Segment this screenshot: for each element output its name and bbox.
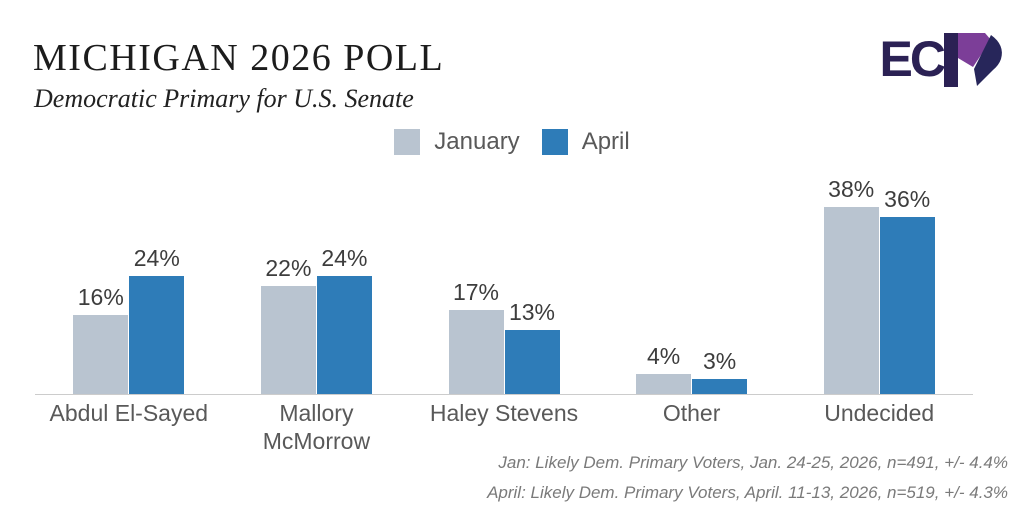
bar-april-undecided bbox=[879, 217, 935, 394]
category-label-haley-stevens: Haley Stevens bbox=[429, 400, 579, 426]
value-label-april-abdul-el-sayed: 24% bbox=[133, 245, 180, 271]
legend-label-january: January bbox=[434, 128, 520, 155]
bar-april-mallory-mcmorrow bbox=[316, 276, 372, 394]
ecp-logo: EC bbox=[880, 32, 1006, 88]
bar-january-other bbox=[636, 374, 692, 394]
footnote-april: April: Likely Dem. Primary Voters, April… bbox=[487, 483, 1008, 502]
x-axis-line bbox=[35, 394, 973, 395]
value-label-january-abdul-el-sayed: 16% bbox=[77, 284, 124, 310]
value-label-april-haley-stevens: 13% bbox=[508, 299, 556, 325]
category-label-mallory-mcmorrow: Mallory McMorrow bbox=[262, 400, 371, 454]
logo-ec-text: EC bbox=[879, 31, 946, 87]
category-label-abdul-el-sayed: Abdul El-Sayed bbox=[49, 400, 209, 426]
january-swatch bbox=[394, 129, 421, 155]
bar-january-mallory-mcmorrow bbox=[260, 286, 316, 394]
footnote-january: Jan: Likely Dem. Primary Voters, Jan. 24… bbox=[498, 453, 1008, 472]
page-title: MICHIGAN 2026 POLL bbox=[33, 37, 445, 79]
value-label-april-mallory-mcmorrow: 24% bbox=[321, 245, 368, 271]
bar-january-undecided bbox=[823, 207, 879, 394]
logo-p-checkmark-icon bbox=[944, 33, 1002, 87]
category-label-other: Other bbox=[662, 400, 721, 426]
value-label-january-undecided: 38% bbox=[828, 176, 875, 202]
legend-item-january: January bbox=[394, 128, 520, 156]
category-label-undecided: Undecided bbox=[824, 400, 935, 426]
value-label-january-mallory-mcmorrow: 22% bbox=[265, 255, 312, 281]
value-label-january-haley-stevens: 17% bbox=[452, 279, 500, 305]
value-label-january-other: 4% bbox=[646, 343, 681, 369]
methodology-notes: Jan: Likely Dem. Primary Voters, Jan. 24… bbox=[487, 448, 1008, 508]
legend-item-april: April bbox=[541, 128, 630, 156]
bar-january-abdul-el-sayed bbox=[73, 315, 129, 394]
bar-april-abdul-el-sayed bbox=[129, 276, 185, 394]
bar-april-haley-stevens bbox=[504, 330, 560, 394]
bar-january-haley-stevens bbox=[448, 310, 504, 394]
value-label-april-undecided: 36% bbox=[884, 186, 931, 212]
bar-april-other bbox=[692, 379, 748, 394]
value-label-april-other: 3% bbox=[702, 348, 737, 374]
chart-legend: January April bbox=[0, 128, 1024, 156]
legend-label-april: April bbox=[581, 128, 630, 155]
page-subtitle: Democratic Primary for U.S. Senate bbox=[34, 84, 414, 113]
april-swatch bbox=[541, 129, 568, 155]
